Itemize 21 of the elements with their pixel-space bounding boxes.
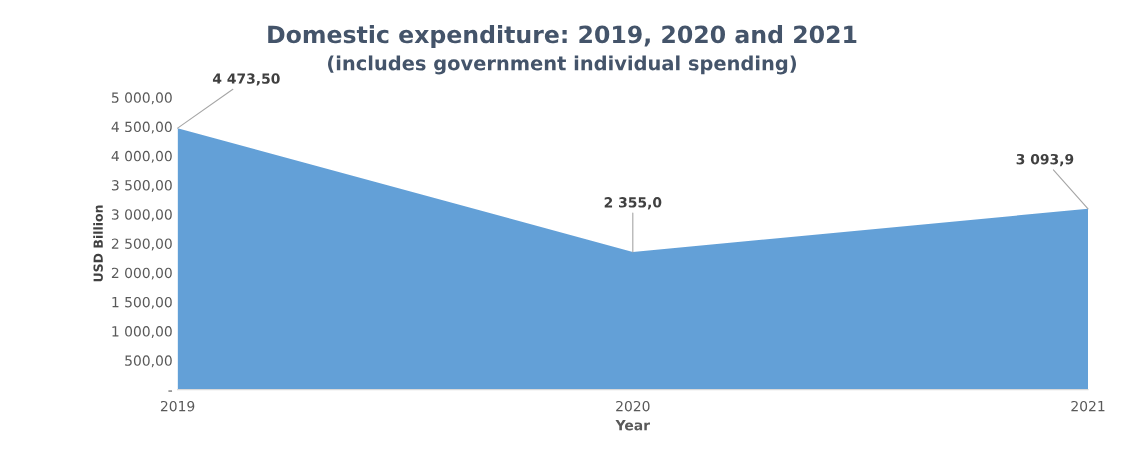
y-tick-label: 2 000,00 — [111, 267, 172, 280]
x-tick-label: 2019 — [160, 400, 195, 412]
x-tick-label: 2021 — [1071, 400, 1105, 412]
x-tick-label: 2020 — [616, 400, 650, 412]
y-tick-label: 3 500,00 — [111, 180, 172, 192]
data-label: 3 093,9 — [1016, 153, 1074, 167]
y-tick-label: 5 000,00 — [111, 92, 172, 105]
y-tick-label: 1 000,00 — [112, 326, 172, 339]
y-tick-label: 1 500,00 — [112, 296, 172, 309]
chart-title: Domestic expenditure: 2019, 2020 and 2021 — [268, 25, 857, 48]
y-tick-label: 4 500,00 — [111, 121, 172, 134]
y-axis-title: USD Billion — [93, 205, 103, 282]
y-tick-label: 3 000,00 — [111, 209, 172, 222]
y-tick-label: 4 000,00 — [111, 150, 172, 163]
data-label: 4 473,50 — [212, 73, 280, 86]
y-tick-label: - — [168, 390, 173, 392]
chart-subtitle: (includes government individual spending) — [328, 55, 796, 75]
data-label: 2 355,0 — [604, 197, 662, 210]
x-axis-title: Year — [615, 420, 650, 431]
y-tick-label: 2 500,00 — [111, 238, 172, 251]
y-tick-label: 500,00 — [125, 355, 172, 368]
